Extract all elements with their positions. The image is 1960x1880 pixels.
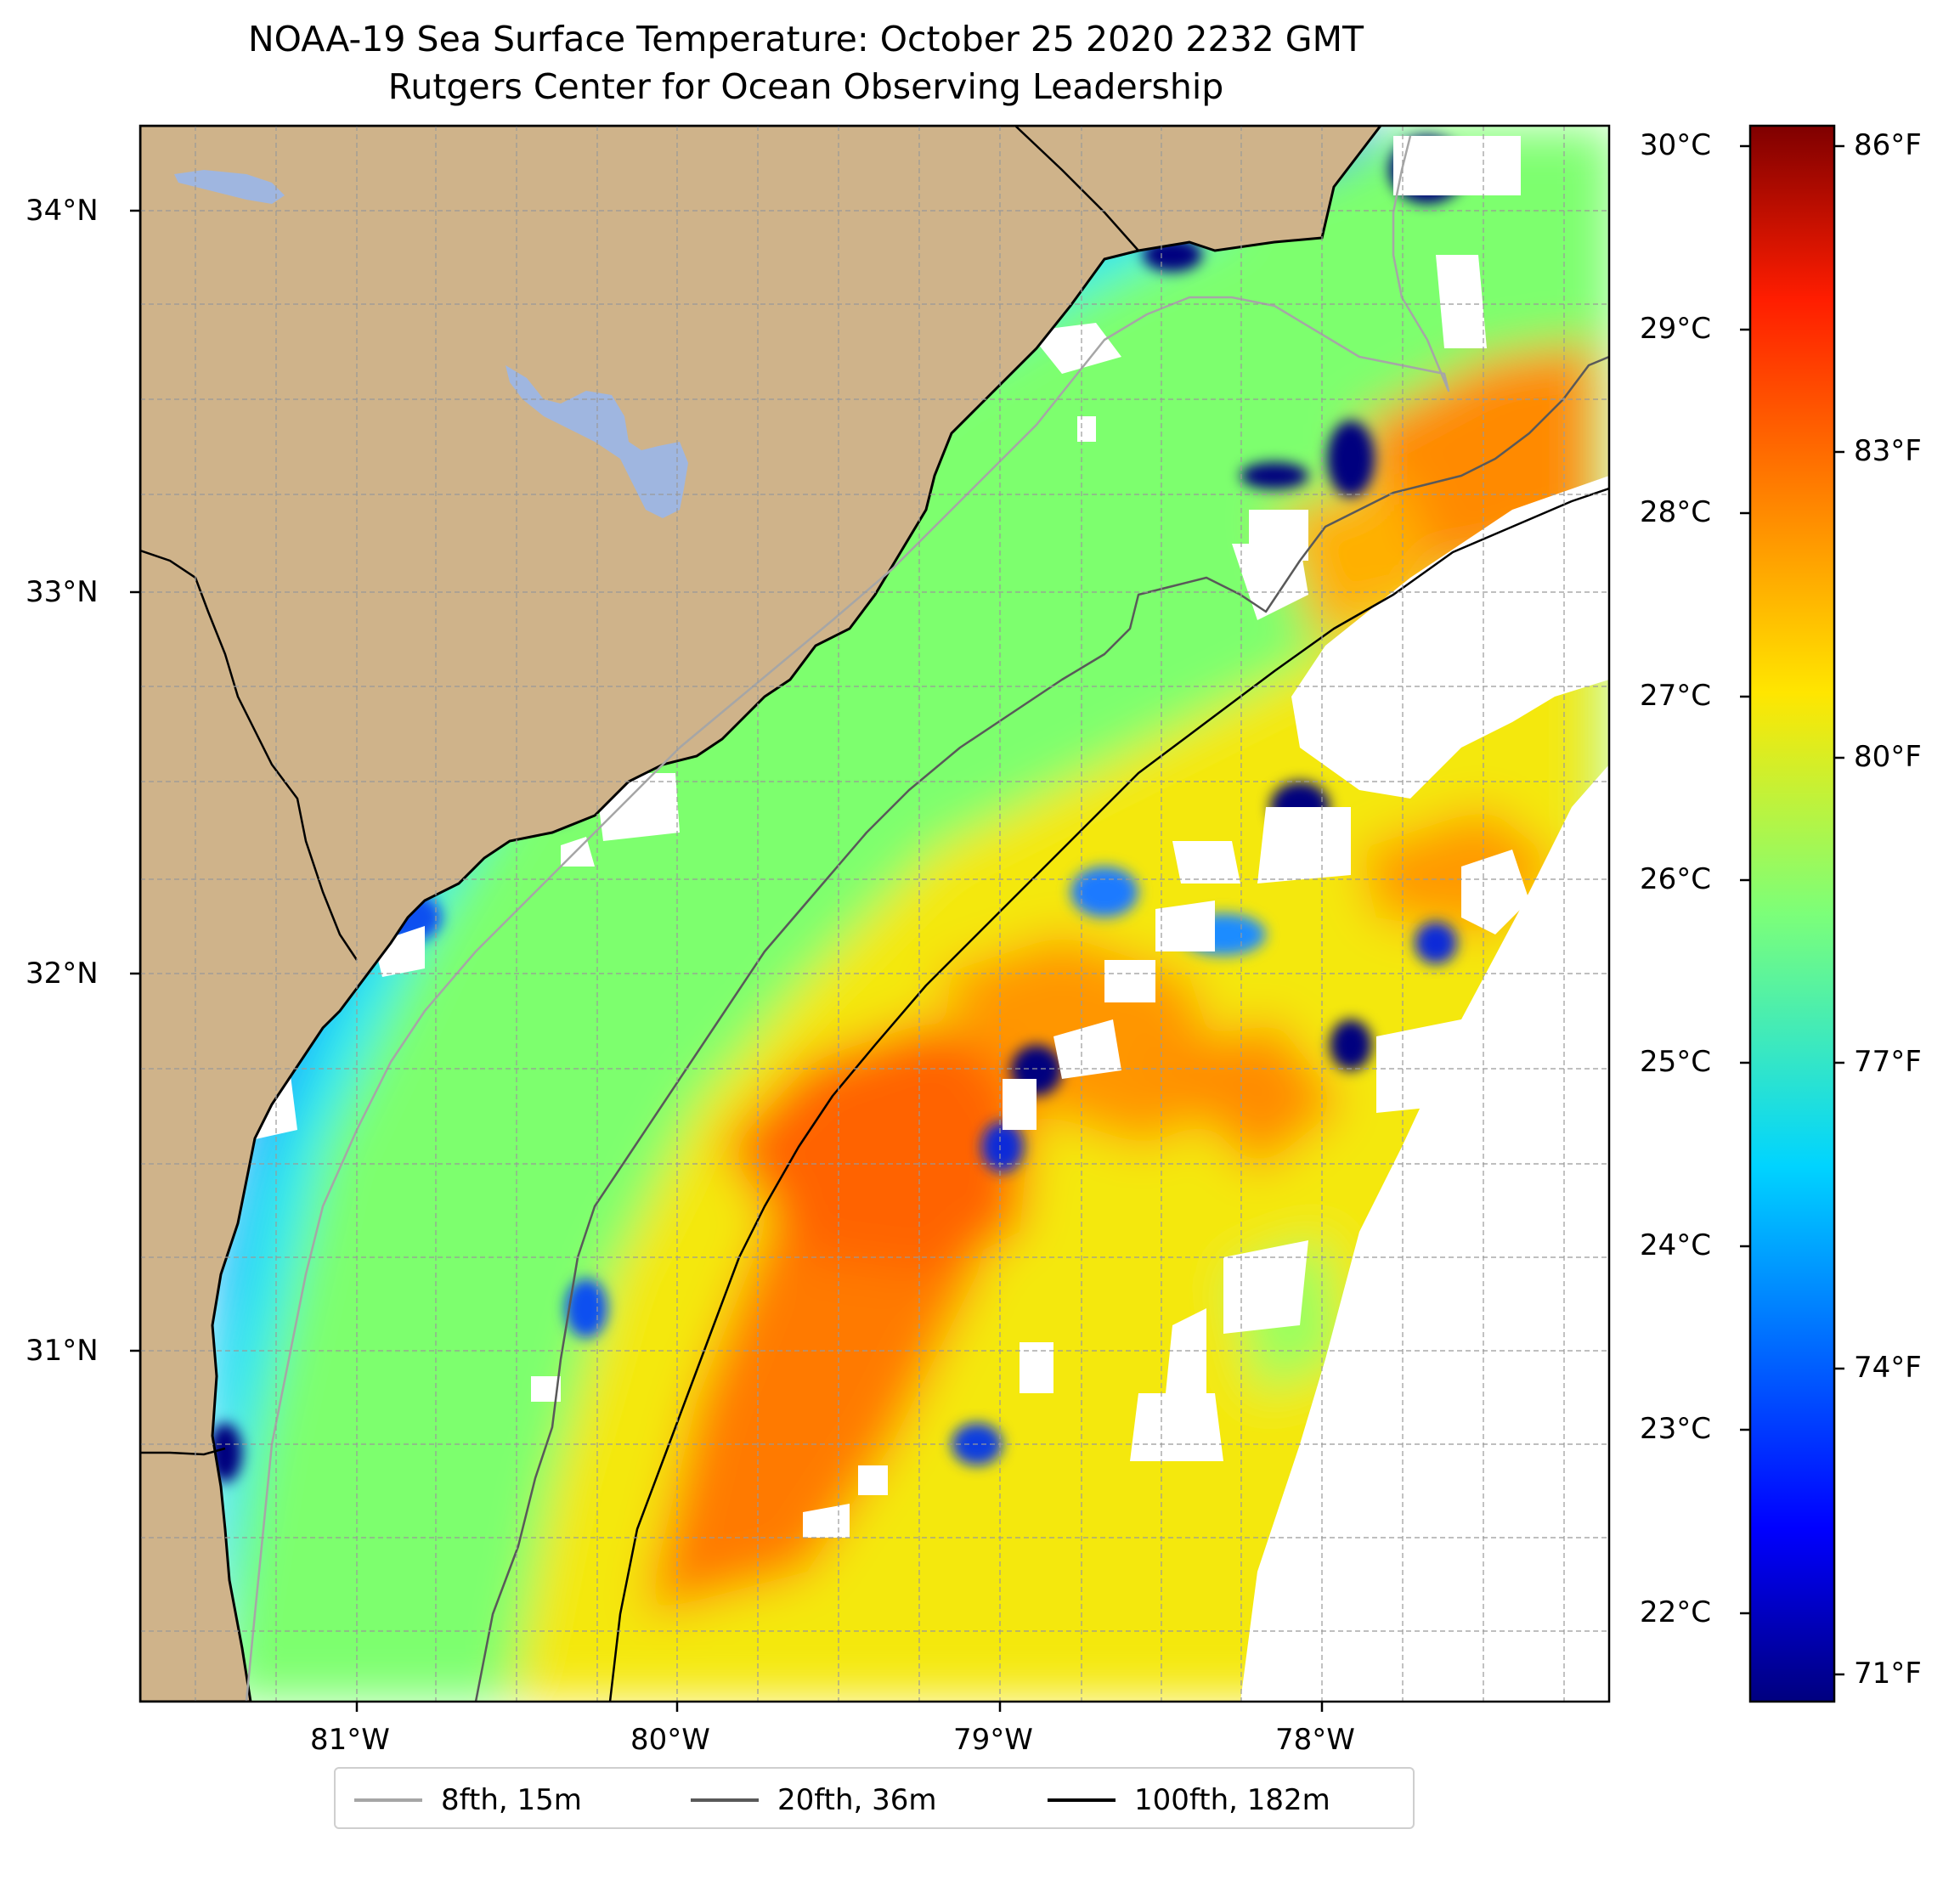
lat-label: 31°N <box>25 1334 99 1368</box>
lon-label: 80°W <box>630 1723 710 1757</box>
map-subtitle: Rutgers Center for Ocean Observing Leade… <box>387 66 1224 107</box>
isobath-20fth <box>474 355 1609 1702</box>
colorbar-fahrenheit-label: 71°F <box>1854 1657 1922 1691</box>
colorbar-fahrenheit-label: 83°F <box>1854 434 1922 468</box>
colorbar-celsius-label: 30°C <box>1640 128 1712 162</box>
lon-label: 79°W <box>953 1723 1033 1757</box>
map-frame <box>138 124 1611 1703</box>
colorbar-fahrenheit-label: 80°F <box>1854 740 1922 774</box>
lat-label: 32°N <box>25 957 99 991</box>
colorbar-fahrenheit-label: 86°F <box>1854 128 1922 162</box>
colorbar-fahrenheit-label: 77°F <box>1854 1045 1922 1079</box>
map-title: NOAA-19 Sea Surface Temperature: October… <box>247 19 1364 59</box>
colorbar-celsius-label: 22°C <box>1640 1595 1712 1629</box>
colorbar-celsius-label: 26°C <box>1640 862 1712 896</box>
lon-label: 81°W <box>310 1723 390 1757</box>
legend-item-20fth: 20fth, 36m <box>691 1769 937 1831</box>
isobaths <box>245 135 1609 1702</box>
lat-label: 33°N <box>25 575 99 609</box>
lat-label: 34°N <box>25 194 99 228</box>
legend-label: 8fth, 15m <box>441 1782 582 1817</box>
legend-item-8fth: 8fth, 15m <box>354 1769 582 1831</box>
legend-label: 20fth, 36m <box>777 1782 937 1817</box>
colorbar-celsius-label: 23°C <box>1640 1412 1712 1446</box>
gridlines <box>140 126 1609 1702</box>
legend-item-100fth: 100fth, 182m <box>1048 1769 1330 1831</box>
legend-line-swatch <box>691 1798 759 1802</box>
no-data-regions <box>212 126 1609 1702</box>
isobath-100fth <box>608 487 1609 1702</box>
colorbar-celsius-label: 24°C <box>1640 1228 1712 1262</box>
colorbar-celsius-label: 27°C <box>1640 679 1712 713</box>
land-mass <box>140 126 1382 1702</box>
isobath-8fth <box>245 135 1450 1702</box>
colorbar <box>1740 124 1844 1703</box>
colorbar-celsius-label: 28°C <box>1640 495 1712 529</box>
legend-line-swatch <box>354 1798 422 1802</box>
isobath-legend: 8fth, 15m 20fth, 36m 100fth, 182m <box>334 1767 1415 1829</box>
legend-label: 100fth, 182m <box>1134 1782 1330 1817</box>
colorbar-fahrenheit-label: 74°F <box>1854 1351 1922 1385</box>
colorbar-celsius-label: 25°C <box>1640 1045 1712 1079</box>
map-area <box>140 126 1609 1702</box>
colorbar-celsius-label: 29°C <box>1640 312 1712 346</box>
colorbar-gradient <box>1748 124 1836 1703</box>
axis-ticks <box>130 209 1324 1712</box>
lon-label: 78°W <box>1275 1723 1355 1757</box>
legend-line-swatch <box>1048 1798 1116 1802</box>
